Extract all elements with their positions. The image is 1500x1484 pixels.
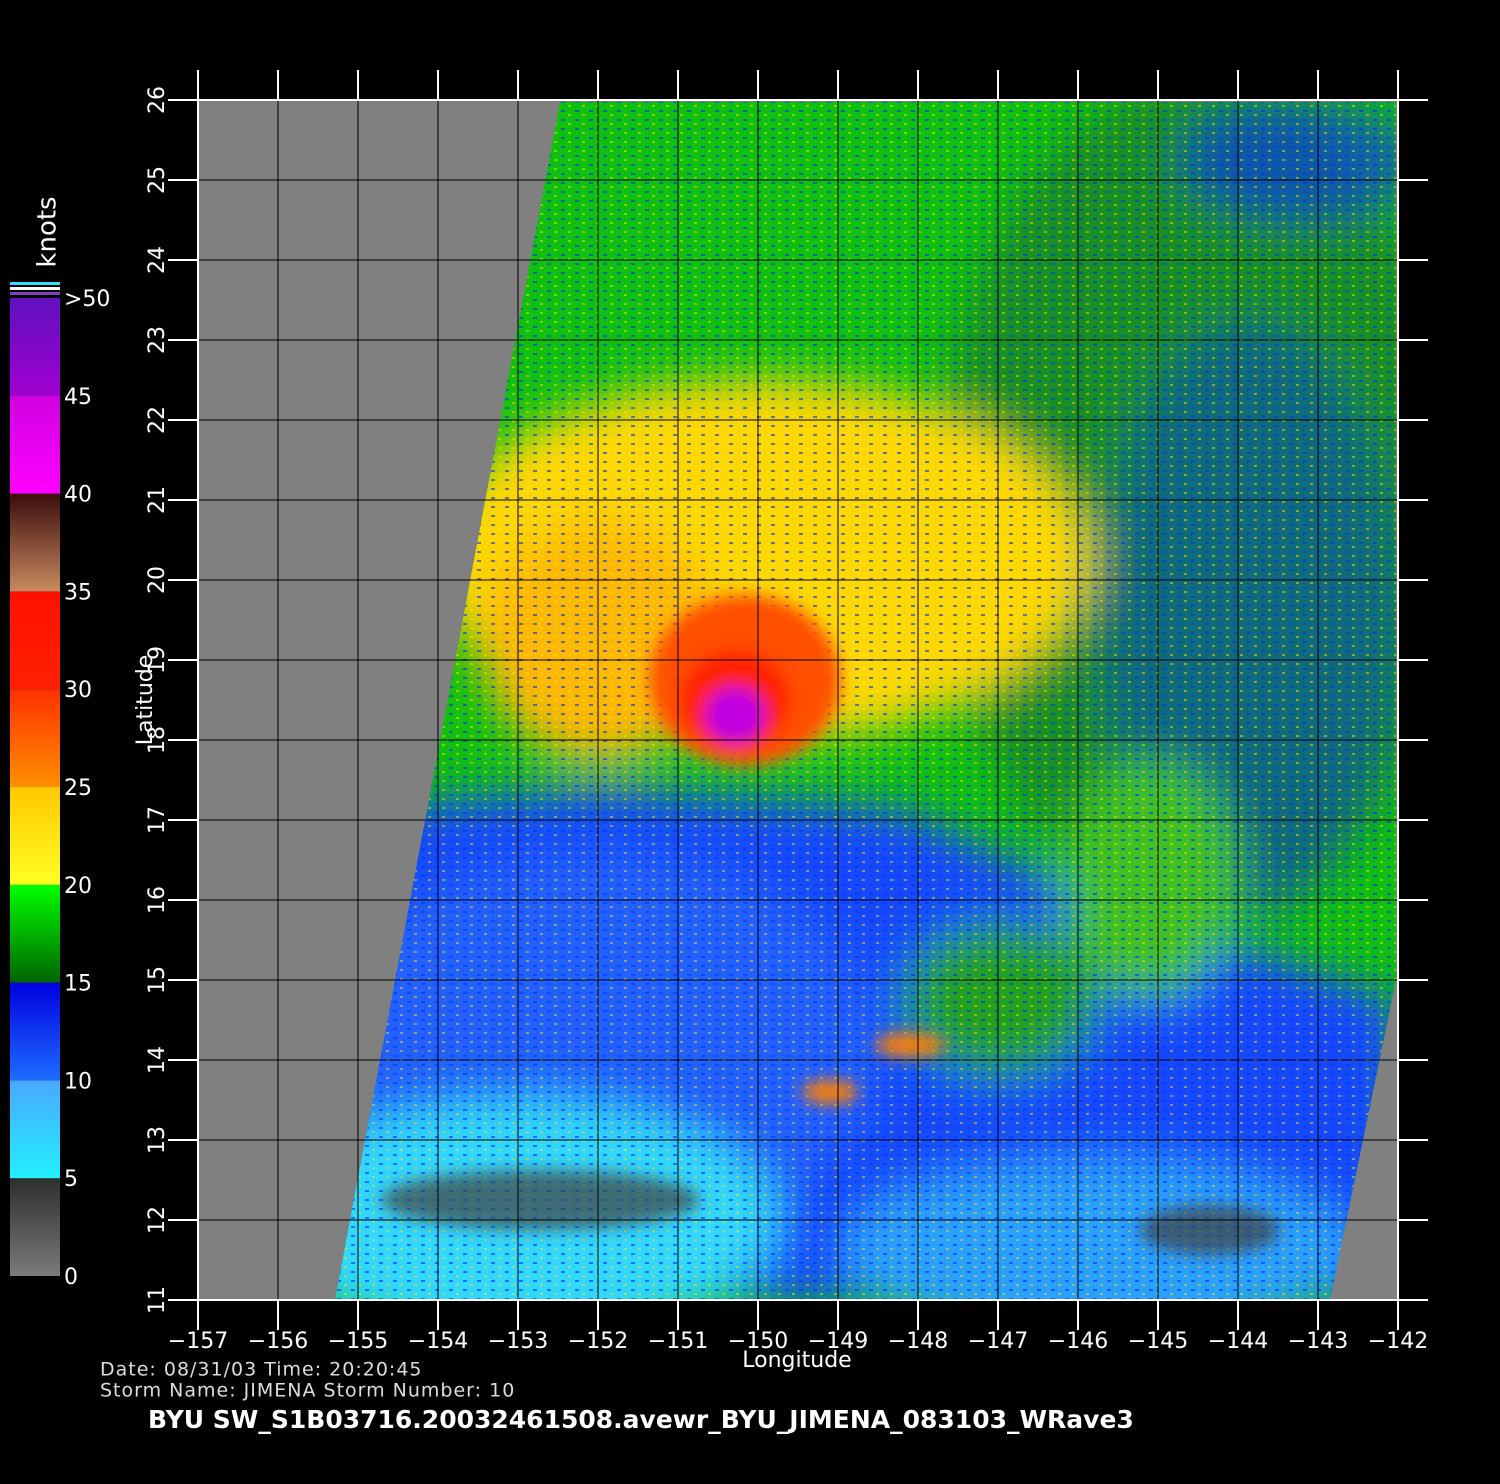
- y-tick-label: 21: [145, 486, 170, 514]
- y-tick-label: 12: [145, 1206, 170, 1234]
- colorbar-tick-label: 20: [64, 874, 92, 899]
- x-tick-label: −147: [968, 1329, 1028, 1354]
- y-tick-label: 11: [145, 1286, 170, 1314]
- colorbar-segment: [10, 1178, 60, 1276]
- colorbar-tick-label: 40: [64, 483, 92, 508]
- x-tick-label: −144: [1208, 1329, 1268, 1354]
- x-tick-label: −145: [1128, 1329, 1188, 1354]
- y-tick-label: 24: [145, 246, 170, 274]
- storm-line: Storm Name: JIMENA Storm Number: 10: [100, 1380, 515, 1402]
- colorbar-tick-label: 25: [64, 776, 92, 801]
- x-tick-label: −155: [328, 1329, 388, 1354]
- y-tick-label: 13: [145, 1126, 170, 1154]
- y-tick-label: 25: [145, 166, 170, 194]
- colorbar-title: knots: [33, 196, 63, 267]
- y-axis-title: Latitude: [133, 655, 158, 746]
- colorbar-cap: [10, 282, 60, 285]
- colorbar-segment: [10, 493, 60, 592]
- y-tick-label: 15: [145, 966, 170, 994]
- x-tick-label: −154: [408, 1329, 468, 1354]
- colorbar-cap: [10, 287, 60, 290]
- colorbar-cap: [10, 292, 60, 295]
- y-tick-label: 18: [145, 726, 170, 754]
- colorbar-tick-label: 35: [64, 580, 92, 605]
- plot-frame: [197, 99, 1399, 1301]
- x-tick-label: −142: [1368, 1329, 1428, 1354]
- x-tick-label: −150: [728, 1329, 788, 1354]
- colorbar-tick-label: >50: [64, 287, 110, 312]
- colorbar-segment: [10, 982, 60, 1081]
- y-tick-label: 14: [145, 1046, 170, 1074]
- x-tick-label: −146: [1048, 1329, 1108, 1354]
- y-tick-label: 17: [145, 806, 170, 834]
- colorbar-tick-label: 0: [64, 1265, 78, 1290]
- colorbar-segment: [10, 591, 60, 690]
- x-axis-title: Longitude: [742, 1348, 851, 1373]
- colorbar-segment: [10, 395, 60, 494]
- x-tick-label: −156: [248, 1329, 308, 1354]
- x-tick-label: −148: [888, 1329, 948, 1354]
- colorbar-segment: [10, 1080, 60, 1179]
- x-tick-label: −153: [488, 1329, 548, 1354]
- x-tick-label: −152: [568, 1329, 628, 1354]
- colorbar-tick-label: 10: [64, 1069, 92, 1094]
- colorbar-segment: [10, 298, 60, 396]
- colorbar-tick-label: 30: [64, 678, 92, 703]
- y-tick-label: 26: [145, 86, 170, 114]
- x-tick-label: −151: [648, 1329, 708, 1354]
- y-tick-label: 22: [145, 406, 170, 434]
- y-tick-label: 16: [145, 886, 170, 914]
- y-tick-label: 20: [145, 566, 170, 594]
- y-tick-label: 23: [145, 326, 170, 354]
- colorbar-tick-label: 45: [64, 385, 92, 410]
- x-tick-label: −149: [808, 1329, 868, 1354]
- figure-title: BYU SW_S1B03716.20032461508.avewr_BYU_JI…: [148, 1405, 1134, 1434]
- x-tick-label: −143: [1288, 1329, 1348, 1354]
- x-tick-label: −157: [168, 1329, 228, 1354]
- colorbar-segment: [10, 689, 60, 787]
- colorbar-segment: [10, 884, 60, 983]
- colorbar-segment: [10, 787, 60, 885]
- y-tick-label: 19: [145, 646, 170, 674]
- colorbar-tick-label: 5: [64, 1167, 78, 1192]
- date-line: Date: 08/31/03 Time: 20:20:45: [100, 1359, 423, 1381]
- colorbar-tick-label: 15: [64, 972, 92, 997]
